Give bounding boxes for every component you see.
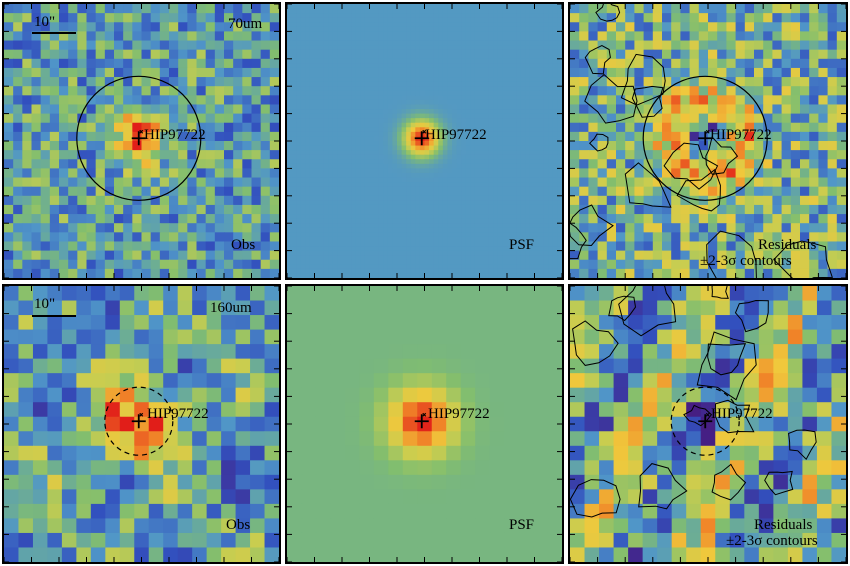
residual-image-70um [570, 4, 846, 278]
band-label: 160um [210, 300, 252, 316]
psf-image-160um [287, 286, 562, 562]
panel-bot-res: HIP97722 Residuals ±2-3σ contours [568, 284, 848, 564]
axis-ticks [287, 4, 562, 278]
panel-top-res: HIP97722 Residuals ±2-3σ contours [568, 2, 848, 280]
psf-image-70um [287, 4, 562, 278]
pixel-grid [570, 286, 846, 562]
aperture-circle [76, 75, 202, 201]
obs-image-160um [4, 286, 279, 562]
contour [608, 295, 637, 322]
source-label: HIP97722 [710, 127, 772, 143]
axis-ticks [4, 4, 279, 278]
contour [595, 4, 621, 22]
scale-label: 10" [34, 296, 56, 312]
contour [584, 73, 638, 124]
panel-bot-psf: HIP97722 PSF [285, 284, 564, 564]
contour [734, 299, 769, 333]
contour [707, 343, 747, 376]
pixel-grid [570, 4, 846, 278]
contour [570, 222, 587, 260]
contour [676, 168, 721, 212]
scale-label: 10" [34, 14, 56, 30]
source-cross [414, 131, 429, 146]
source-label: HIP97722 [711, 406, 773, 422]
source-label: HIP97722 [428, 406, 490, 422]
contour [705, 135, 739, 175]
source-cross [698, 414, 713, 429]
obs-image-70um [4, 4, 279, 278]
axis-ticks [570, 286, 846, 562]
contour [572, 320, 619, 366]
contour [624, 162, 672, 208]
source-cross [698, 131, 713, 146]
contour [631, 85, 664, 118]
contour [706, 230, 757, 278]
source-cross-small [422, 129, 427, 134]
contour [788, 429, 817, 461]
aperture-circle [642, 75, 768, 201]
source-cross-small [139, 129, 144, 134]
band-label: 70um [228, 16, 263, 32]
residual-image-160um [570, 286, 846, 562]
panel-label: Obs [226, 517, 251, 533]
panel-top-obs: 10" 70um HIP97722 Obs [2, 2, 281, 280]
panel-label: PSF [509, 237, 535, 253]
source-cross [131, 131, 146, 146]
source-label: HIP97722 [144, 127, 206, 143]
axis-ticks [4, 286, 279, 562]
contour [773, 240, 833, 278]
pixel-grid [4, 4, 279, 278]
panel-bot-obs: 10" 160um HIP97722 Obs [2, 284, 281, 564]
source-cross-small [705, 412, 710, 417]
pixel-grid [287, 4, 562, 278]
scale-bar [32, 315, 76, 317]
source-cross-small [422, 412, 427, 417]
scale-bar [32, 32, 76, 34]
contour-label: ±2-3σ contours [700, 253, 792, 269]
contour [764, 470, 794, 496]
axis-ticks [287, 286, 562, 562]
source-cross [131, 414, 146, 429]
source-cross [414, 414, 429, 429]
panel-label: Residuals [758, 237, 817, 253]
contour [711, 286, 729, 299]
contour [696, 331, 757, 401]
panel-top-psf: HIP97722 PSF [285, 2, 564, 280]
contour [714, 399, 755, 434]
contour [638, 463, 688, 510]
axis-ticks [570, 4, 846, 278]
contour-label: ±2-3σ contours [726, 533, 818, 549]
source-cross-small [139, 412, 144, 417]
pixel-grid [4, 286, 279, 562]
panel-label: Residuals [754, 517, 813, 533]
contour [570, 204, 614, 247]
contour [618, 286, 677, 337]
source-label: HIP97722 [147, 406, 209, 422]
contour [570, 479, 621, 518]
aperture-circle [104, 386, 174, 456]
pixel-grid [287, 286, 562, 562]
contour [588, 133, 609, 152]
panel-label: Obs [231, 237, 256, 253]
contour [711, 463, 747, 501]
panel-label: PSF [509, 517, 535, 533]
contour [663, 142, 719, 190]
source-label: HIP97722 [425, 127, 487, 143]
source-cross-small [705, 129, 710, 134]
aperture-circle [670, 386, 740, 456]
contour [683, 404, 713, 427]
contour [620, 53, 666, 106]
contour [584, 45, 611, 75]
